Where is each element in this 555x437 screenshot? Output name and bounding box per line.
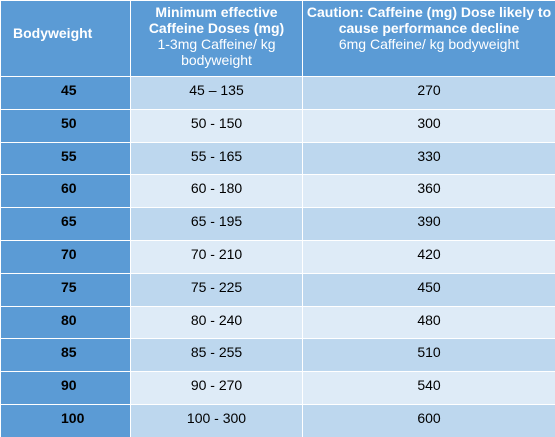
bodyweight-cell: 70 [0,239,131,274]
table-row: 75 75 - 225 450 [0,272,555,307]
caution-dose-cell: 600 [302,403,555,437]
min-dose-cell: 80 - 240 [130,305,303,340]
min-dose-cell: 70 - 210 [130,239,303,274]
caution-dose-cell: 360 [302,174,555,209]
min-dose-cell: 85 - 255 [130,338,303,373]
caution-dose-cell: 450 [302,272,555,307]
min-dose-cell: 45 – 135 [130,76,303,110]
table-row: 100 100 - 300 600 [0,403,555,437]
caution-dose-cell: 270 [302,76,555,110]
header-bodyweight: Bodyweight [0,0,131,77]
header-caution-dose-title: Caution: Caffeine (mg) Dose likely to ca… [306,4,552,36]
header-min-dose: Minimum effective Caffeine Doses (mg) 1-… [130,0,303,77]
table-row: 60 60 - 180 360 [0,174,555,209]
min-dose-cell: 65 - 195 [130,207,303,241]
bodyweight-cell: 80 [0,305,131,340]
header-row: Bodyweight Minimum effective Caffeine Do… [0,0,555,77]
caution-dose-cell: 510 [302,338,555,373]
min-dose-cell: 100 - 300 [130,403,303,437]
caution-dose-cell: 540 [302,371,555,405]
min-dose-cell: 50 - 150 [130,108,303,143]
table-row: 70 70 - 210 420 [0,239,555,274]
table-row: 90 90 - 270 540 [0,371,555,405]
table-row: 45 45 – 135 270 [0,76,555,110]
caution-dose-cell: 330 [302,141,555,176]
table-row: 50 50 - 150 300 [0,108,555,143]
caution-dose-cell: 300 [302,108,555,143]
bodyweight-cell: 85 [0,338,131,373]
bodyweight-cell: 100 [0,403,131,437]
bodyweight-cell: 90 [0,371,131,405]
header-min-dose-subtitle: 1-3mg Caffeine/ kg bodyweight [157,36,276,68]
min-dose-cell: 75 - 225 [130,272,303,307]
caution-dose-cell: 390 [302,207,555,241]
bodyweight-cell: 55 [0,141,131,176]
header-min-dose-title: Minimum effective Caffeine Doses (mg) [148,4,285,36]
min-dose-cell: 90 - 270 [130,371,303,405]
table-row: 65 65 - 195 390 [0,207,555,241]
table-row: 55 55 - 165 330 [0,141,555,176]
header-caution-dose: Caution: Caffeine (mg) Dose likely to ca… [302,0,555,77]
min-dose-cell: 60 - 180 [130,174,303,209]
table-row: 80 80 - 240 480 [0,305,555,340]
bodyweight-cell: 45 [0,76,131,110]
min-dose-cell: 55 - 165 [130,141,303,176]
caution-dose-cell: 480 [302,305,555,340]
bodyweight-cell: 75 [0,272,131,307]
table-row: 85 85 - 255 510 [0,338,555,373]
header-caution-dose-subtitle: 6mg Caffeine/ kg bodyweight [338,36,520,52]
bodyweight-cell: 50 [0,108,131,143]
bodyweight-cell: 65 [0,207,131,241]
bodyweight-cell: 60 [0,174,131,209]
caution-dose-cell: 420 [302,239,555,274]
